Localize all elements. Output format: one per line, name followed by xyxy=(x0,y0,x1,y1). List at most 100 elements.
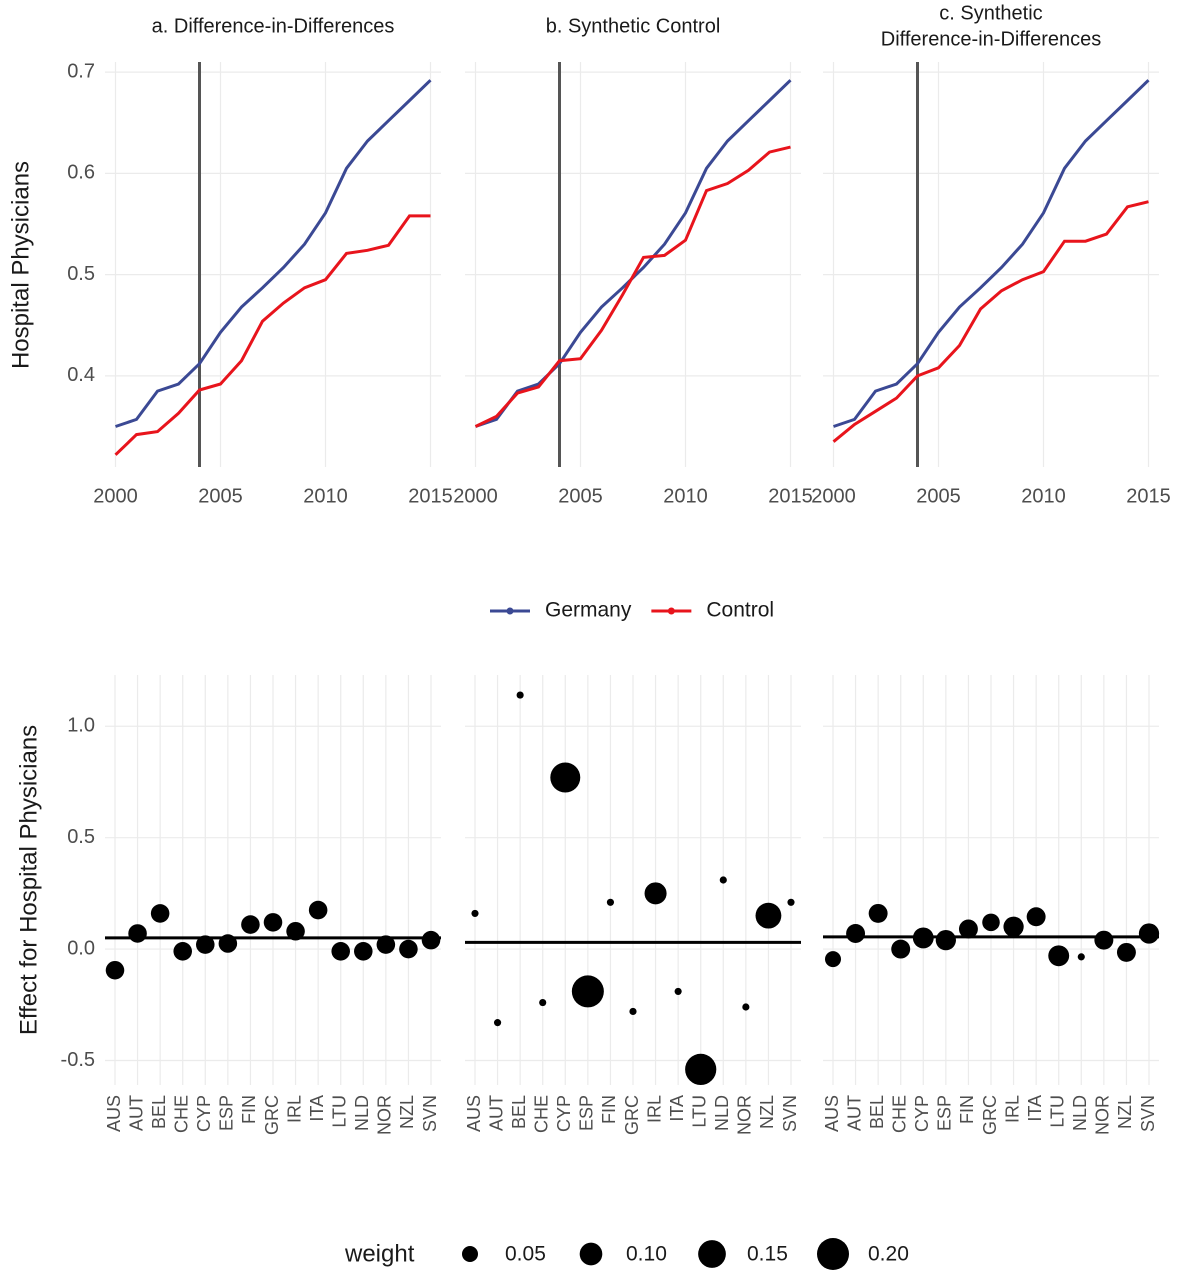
x-tick-label: CHE xyxy=(889,1095,909,1133)
panel-title: b. Synthetic Control xyxy=(546,15,721,37)
y-tick-label: 1.0 xyxy=(67,715,95,737)
x-tick-label: FIN xyxy=(599,1095,619,1124)
dot xyxy=(493,1019,502,1027)
series-line xyxy=(114,214,431,456)
dot xyxy=(846,924,866,943)
x-tick-label: ESP xyxy=(935,1095,955,1131)
dot xyxy=(629,1007,637,1016)
x-tick-label: 2000 xyxy=(811,485,856,507)
x-tick-label: NOR xyxy=(1093,1095,1113,1135)
x-tick-label: GRC xyxy=(262,1095,282,1135)
dot xyxy=(742,1003,750,1011)
x-tick-label: 2010 xyxy=(303,485,348,507)
dot xyxy=(308,900,328,920)
dot xyxy=(891,939,911,959)
x-tick-label: AUS xyxy=(104,1095,124,1132)
x-tick-label: IRL xyxy=(1002,1095,1022,1123)
x-tick-label: BEL xyxy=(867,1095,887,1129)
dot xyxy=(1138,923,1160,944)
x-tick-label: GRC xyxy=(980,1095,1000,1135)
legend-label: 0.10 xyxy=(626,1243,667,1266)
dot xyxy=(606,898,615,906)
dot xyxy=(685,1053,717,1086)
dot xyxy=(644,882,667,905)
dot xyxy=(787,898,795,906)
x-tick-label: LTU xyxy=(1047,1095,1067,1128)
x-tick-label: 2005 xyxy=(558,485,603,507)
x-tick-label: CYP xyxy=(912,1095,932,1132)
x-tick-label: IRL xyxy=(644,1095,664,1123)
x-tick-label: 2000 xyxy=(93,485,138,507)
dot xyxy=(196,935,215,954)
x-tick-label: AUT xyxy=(126,1095,146,1131)
legend-dot xyxy=(461,1245,479,1263)
panel-title: a. Difference-in-Differences xyxy=(152,15,395,37)
y-tick-label: 0.6 xyxy=(67,162,95,184)
x-tick-label: 2015 xyxy=(768,485,813,507)
dot xyxy=(354,942,373,961)
y-axis-title: Effect for Hospital Physicians xyxy=(15,725,42,1035)
x-tick-label: AUS xyxy=(822,1095,842,1132)
dot xyxy=(516,691,524,699)
dot xyxy=(674,987,682,995)
dot xyxy=(1116,942,1136,962)
x-tick-label: SVN xyxy=(1138,1095,1158,1132)
x-tick-label: BEL xyxy=(509,1095,529,1129)
y-tick-label: 0.4 xyxy=(67,364,95,386)
x-tick-label: BEL xyxy=(149,1095,169,1129)
dot xyxy=(912,927,934,949)
x-tick-label: 2015 xyxy=(1126,485,1171,507)
legend-label: 0.20 xyxy=(868,1243,909,1266)
dot xyxy=(1026,907,1046,927)
x-tick-label: ITA xyxy=(1025,1095,1045,1122)
series-line xyxy=(833,79,1150,428)
legend-dot xyxy=(698,1240,726,1268)
series-line xyxy=(115,79,432,428)
x-tick-label: SVN xyxy=(780,1095,800,1132)
dot xyxy=(539,998,547,1007)
dot xyxy=(868,903,888,923)
x-tick-label: 2010 xyxy=(1021,485,1066,507)
dot xyxy=(550,762,581,793)
dot xyxy=(824,951,842,968)
dot xyxy=(1048,945,1070,967)
x-tick-label: ITA xyxy=(667,1095,687,1122)
dot xyxy=(1003,916,1024,937)
y-tick-label: 0.0 xyxy=(67,937,95,959)
x-tick-label: 2005 xyxy=(198,485,243,507)
legend-dot xyxy=(579,1242,603,1266)
dot xyxy=(128,924,147,943)
x-tick-label: NZL xyxy=(757,1095,777,1129)
x-tick-label: 2015 xyxy=(408,485,453,507)
legend-label: 0.15 xyxy=(747,1243,788,1266)
x-tick-label: 2010 xyxy=(663,485,708,507)
series-line xyxy=(475,79,792,428)
x-tick-label: FIN xyxy=(957,1095,977,1124)
x-tick-label: GRC xyxy=(622,1095,642,1135)
dot xyxy=(150,904,170,923)
x-tick-label: AUS xyxy=(464,1095,484,1132)
dot xyxy=(399,939,418,959)
x-tick-label: NLD xyxy=(712,1095,732,1131)
x-tick-label: AUT xyxy=(844,1095,864,1131)
x-tick-label: ITA xyxy=(307,1095,327,1122)
dot xyxy=(982,913,1000,932)
legend-dot xyxy=(667,607,675,615)
x-tick-label: ESP xyxy=(577,1095,597,1131)
x-tick-label: NLD xyxy=(1070,1095,1090,1131)
x-tick-label: IRL xyxy=(284,1095,304,1123)
x-tick-label: NZL xyxy=(1115,1095,1135,1129)
x-tick-label: CHE xyxy=(531,1095,551,1133)
panel-title: Difference-in-Differences xyxy=(881,28,1101,50)
legend-title: weight xyxy=(344,1240,415,1267)
legend-label: Germany xyxy=(545,599,632,622)
x-tick-label: LTU xyxy=(329,1095,349,1128)
dot xyxy=(471,909,479,918)
x-tick-label: ESP xyxy=(217,1095,237,1131)
dot xyxy=(958,919,978,939)
dot xyxy=(719,876,727,884)
legend-label: 0.05 xyxy=(505,1243,546,1266)
x-tick-label: NOR xyxy=(375,1095,395,1135)
y-tick-label: -0.5 xyxy=(61,1049,95,1071)
